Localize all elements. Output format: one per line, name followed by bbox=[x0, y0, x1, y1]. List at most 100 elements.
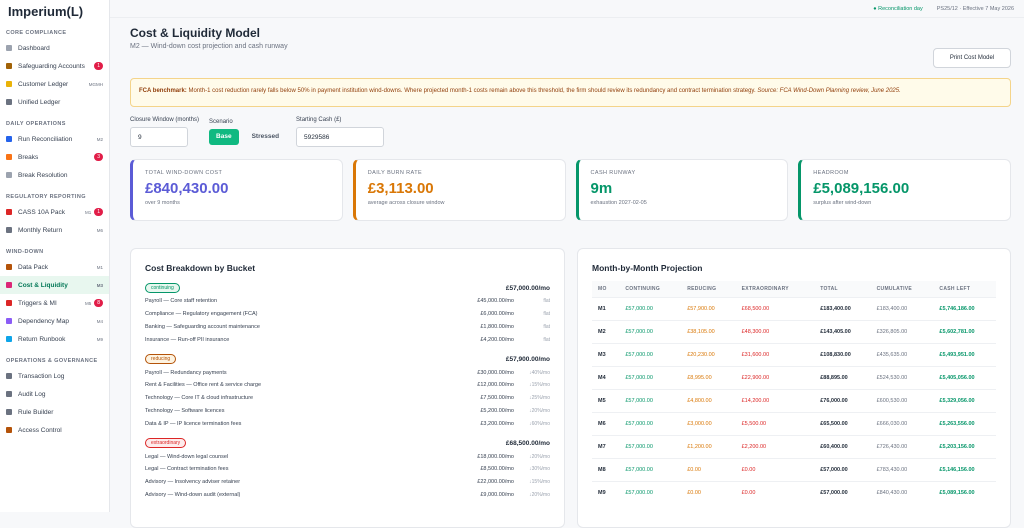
cost-row: Data & IP — IP licence termination fees £… bbox=[145, 417, 550, 430]
cost-amount: £30,000.00/mo bbox=[477, 369, 514, 376]
nav-label: Audit Log bbox=[18, 390, 46, 398]
nav-item[interactable]: Triggers & MI M5 8 bbox=[0, 294, 109, 312]
cost-trend: ↓15%/mo bbox=[529, 479, 550, 486]
cost-name: Technology — Core IT & cloud infrastruct… bbox=[145, 395, 254, 402]
cost-amount: £22,000.00/mo bbox=[477, 479, 514, 486]
projection-cell: M1 bbox=[592, 296, 620, 320]
nav-item[interactable]: Monthly Return M6 bbox=[0, 221, 109, 239]
cash-input[interactable]: 5929586 bbox=[296, 127, 385, 147]
nav-item[interactable]: Break Resolution bbox=[0, 166, 109, 184]
nav-label: Dependency Map bbox=[18, 317, 69, 325]
projection-cell: £0.00 bbox=[681, 480, 736, 504]
field-label: Closure Window (months) bbox=[130, 117, 200, 123]
cost-row: Banking — Safeguarding account maintenan… bbox=[145, 321, 550, 334]
cost-name: Payroll — Redundancy payments bbox=[145, 369, 227, 376]
nav-item[interactable]: Cost & Liquidity M3 bbox=[0, 276, 109, 294]
nav-item[interactable]: Return Runbook M9 bbox=[0, 330, 109, 348]
projection-cell: £326,805.00 bbox=[870, 319, 934, 343]
section-title: DAILY OPERATIONS bbox=[6, 121, 66, 127]
nav-item[interactable]: Safeguarding Accounts 1 bbox=[0, 57, 109, 75]
nav-item[interactable]: Dashboard bbox=[0, 39, 109, 57]
nav-label: Data Pack bbox=[18, 263, 48, 271]
nav-item[interactable]: Access Control bbox=[0, 421, 109, 439]
nav-tag: M3 bbox=[96, 282, 103, 288]
projection-cell: M8 bbox=[592, 457, 620, 481]
nav-item[interactable]: Breaks 3 bbox=[0, 148, 109, 166]
logo: Imperium(L) bbox=[8, 4, 84, 19]
nav-item[interactable]: Run Reconciliation M2 bbox=[0, 130, 109, 148]
projection-cell: M3 bbox=[592, 342, 620, 366]
projection-cell: £0.00 bbox=[735, 457, 815, 481]
group-header: reducing £57,900.00/mo bbox=[145, 352, 550, 366]
cost-row: Technology — Software licences £5,200.00/… bbox=[145, 405, 550, 418]
cost-trend: ↓25%/mo bbox=[529, 395, 550, 402]
projection-cell: £5,089,156.00 bbox=[933, 480, 996, 504]
nav-label: Breaks bbox=[18, 153, 39, 161]
stressed-button[interactable]: Stressed bbox=[251, 133, 280, 140]
nav-item[interactable]: Dependency Map M4 bbox=[0, 312, 109, 330]
cost-amount: £12,000.00/mo bbox=[477, 382, 514, 389]
projection-cell: £783,430.00 bbox=[870, 457, 934, 481]
kpi-card: HEADROOM £5,089,156.00 surplus after wind-… bbox=[798, 159, 1011, 221]
nav-item[interactable]: Rule Builder bbox=[0, 403, 109, 421]
kpi-row: TOTAL WIND-DOWN COST £840,430.00 over 9 mo… bbox=[130, 159, 1011, 221]
projection-cell: £31,600.00 bbox=[735, 342, 815, 366]
nav-item[interactable]: Data Pack M1 bbox=[0, 258, 109, 276]
nav-icon bbox=[6, 427, 12, 433]
projection-cell: M9 bbox=[592, 480, 620, 504]
header-row: MO CONTINUING REDUCING EXTRAORDINARY TOTAL CU… bbox=[592, 281, 996, 297]
projection-row: M9 £57,000.00 £0.00 £0.00 £57,000.00 £840,430… bbox=[592, 480, 996, 504]
print-button[interactable]: Print Cost Model bbox=[933, 48, 1011, 68]
status: ● Reconciliation day bbox=[873, 5, 923, 12]
projection-row: M1 £57,000.00 £57,900.00 £68,500.00 £183,400… bbox=[592, 296, 996, 320]
nav-item[interactable]: Unified Ledger bbox=[0, 93, 109, 111]
projection-cell: £57,000.00 bbox=[619, 342, 682, 366]
nav-item[interactable]: Audit Log bbox=[0, 385, 109, 403]
nav-item[interactable]: Customer Ledger MGMH bbox=[0, 75, 109, 93]
projection-cell: £57,000.00 bbox=[814, 480, 871, 504]
projection-cell: £726,430.00 bbox=[870, 434, 934, 458]
projection-cell: £57,000.00 bbox=[814, 457, 871, 481]
projection-cell: £76,000.00 bbox=[814, 388, 871, 412]
nav-icon bbox=[6, 209, 12, 215]
button-label: Print Cost Model bbox=[949, 55, 995, 61]
cost-amount: £45,000.00/mo bbox=[477, 298, 514, 305]
top-bar: ● Reconciliation day PS25/12 · Effective … bbox=[110, 0, 1024, 18]
projection-cell: £666,030.00 bbox=[870, 411, 934, 435]
nav-tag: M1 bbox=[84, 209, 92, 215]
cost-name: Advisory — Wind-down audit (external) bbox=[145, 491, 241, 498]
benchmark-banner: FCA benchmark: Month-1 cost reduction ra… bbox=[130, 78, 1011, 107]
base-button[interactable]: Base bbox=[209, 129, 239, 145]
nav-label: Dashboard bbox=[18, 44, 50, 52]
projection-cell: £68,500.00 bbox=[735, 296, 815, 320]
nav-label: CASS 10A Pack bbox=[18, 208, 65, 216]
projection-cell: £840,430.00 bbox=[870, 480, 934, 504]
cost-trend: ↓60%/mo bbox=[529, 420, 550, 427]
field-label: Scenario bbox=[209, 119, 233, 125]
group-total: £57,000.00/mo bbox=[505, 284, 550, 292]
cost-name: Legal — Contract termination fees bbox=[145, 466, 229, 473]
nav-item[interactable]: Transaction Log bbox=[0, 367, 109, 385]
nav-label: Monthly Return bbox=[18, 226, 63, 234]
kpi-label: HEADROOM bbox=[813, 170, 849, 176]
projection-cell: £0.00 bbox=[681, 457, 736, 481]
section-title: REGULATORY REPORTING bbox=[6, 194, 86, 200]
projection-cell: £0.00 bbox=[735, 480, 815, 504]
closure-input[interactable]: 9 bbox=[130, 127, 188, 147]
projection-row: M3 £57,000.00 £20,230.00 £31,600.00 £108,830… bbox=[592, 342, 996, 366]
nav-icon bbox=[6, 81, 12, 87]
column-header: TOTAL bbox=[814, 281, 871, 297]
cost-name: Compliance — Regulatory engagement (FCA) bbox=[145, 311, 258, 318]
cost-amount: £3,200.00/mo bbox=[480, 420, 514, 427]
nav-item[interactable]: CASS 10A Pack M1 1 bbox=[0, 203, 109, 221]
page-title: Cost & Liquidity Model bbox=[130, 26, 260, 40]
kpi-value: 9m bbox=[590, 180, 613, 197]
cost-trend: ↓15%/mo bbox=[529, 382, 550, 389]
inputs: Closure Window (months) 9 Scenario Base Str… bbox=[130, 117, 1011, 147]
projection-cell: M6 bbox=[592, 411, 620, 435]
projection-cell: £600,530.00 bbox=[870, 388, 934, 412]
nav-icon bbox=[6, 409, 12, 415]
projection-cell: £5,500.00 bbox=[735, 411, 815, 435]
cost-name: Legal — Wind-down legal counsel bbox=[145, 453, 229, 460]
projection-cell: £183,400.00 bbox=[814, 296, 871, 320]
